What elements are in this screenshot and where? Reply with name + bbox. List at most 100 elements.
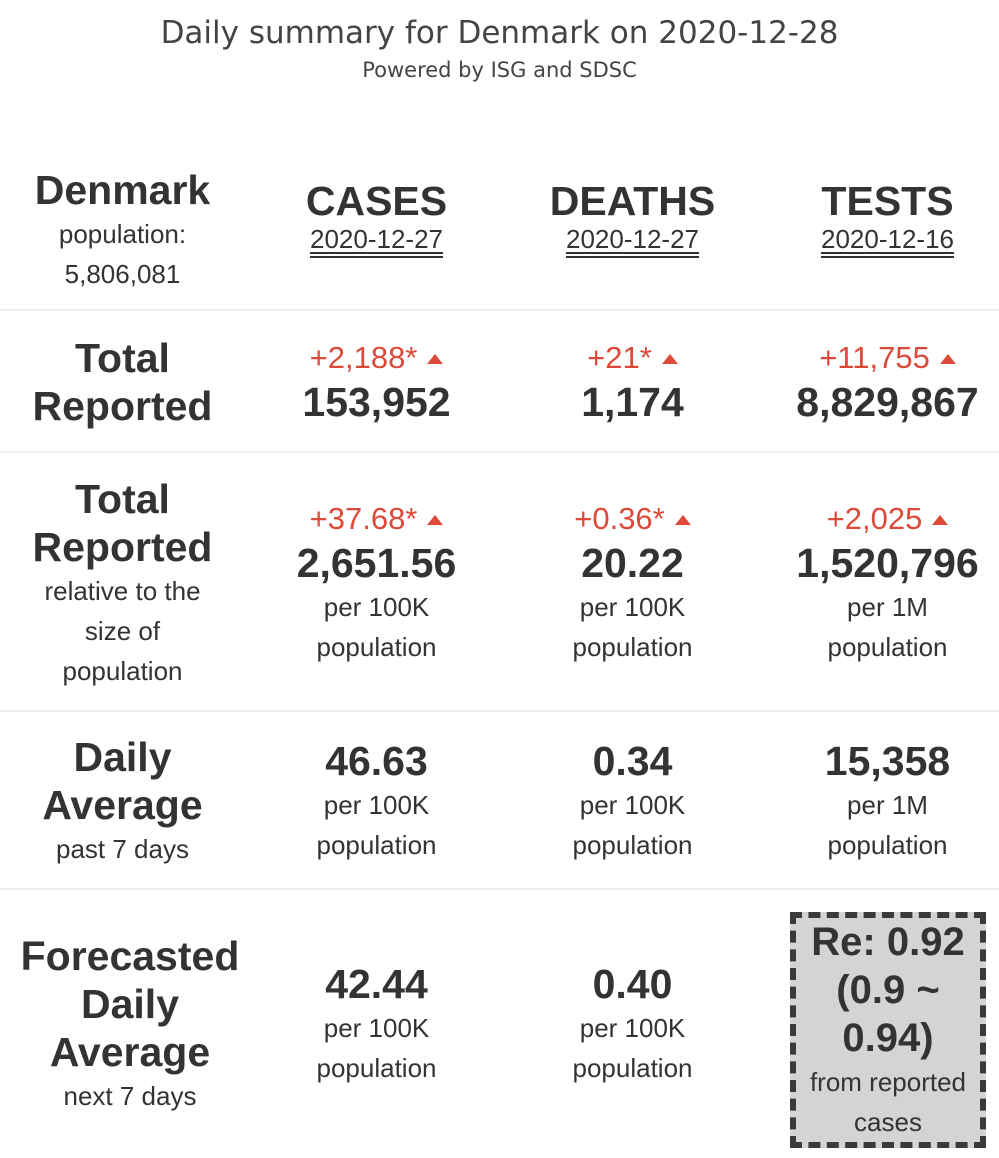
unit-label: population [827,830,948,860]
unit-label: per 100K [579,592,686,622]
cases-average-cell: 46.63 per 100K population [249,712,504,890]
re-range: (0.9 ~ [836,968,940,1012]
column-deaths-header: DEATHS 2020-12-27 [505,150,760,310]
column-header-row: Denmark population: 5,806,081 CASES 2020… [0,150,999,310]
delta-text: +37.68* [309,501,418,536]
column-title: TESTS [821,178,954,224]
deaths-average-cell: 0.34 per 100K population [505,712,760,890]
unit-label: per 100K [323,790,430,820]
deaths-forecast-cell: 0.40 per 100K population [505,890,760,1158]
forecast-value: 42.44 [325,961,428,1007]
relative-value: 2,651.56 [296,540,457,586]
forecast-value: 0.40 [592,961,673,1007]
re-value: Re: 0.92 [811,920,965,964]
page-title: Daily summary for Denmark on 2020-12-28 [160,15,839,51]
relative-row: Total Reported relative to the size of p… [0,451,999,712]
delta-text: +2,025 [826,501,923,536]
column-date: 2020-12-27 [566,224,699,254]
row-label-line: Reported [32,383,213,429]
row-label-line: Daily [73,734,172,780]
tests-relative-cell: +2,025 1,520,796 per 1M population [760,453,999,712]
column-date: 2020-12-27 [310,224,443,254]
delta-value: +0.36* [574,499,691,539]
unit-label: per 100K [579,790,686,820]
unit-label: per 100K [323,1013,430,1043]
average-value: 0.34 [592,738,673,784]
unit-label: per 1M [847,790,928,820]
delta-value: +2,188* [310,338,444,378]
forecast-row: Forecasted Daily Average next 7 days 42.… [0,888,999,1158]
row-label: Total Reported [0,311,245,453]
delta-text: +21* [587,340,652,375]
row-label-sub: population [62,655,183,686]
relative-value: 20.22 [581,540,684,586]
column-tests-header: TESTS 2020-12-16 [760,150,999,310]
up-triangle-icon [932,515,949,525]
unit-label: per 1M [847,592,928,622]
row-label-sub: next 7 days [63,1081,197,1111]
re-note: cases [854,1107,922,1137]
up-triangle-icon [939,354,956,364]
column-cases-header: CASES 2020-12-27 [249,150,504,310]
unit-label: population [572,1053,693,1083]
column-title: CASES [305,178,448,224]
row-label-sub: past 7 days [56,834,189,864]
delta-value: +21* [587,338,678,378]
relative-value: 1,520,796 [796,540,979,586]
up-triangle-icon [427,515,444,525]
cases-relative-cell: +37.68* 2,651.56 per 100K population [249,453,504,712]
row-label-line: Total [75,475,170,522]
row-label: Daily Average past 7 days [0,712,245,890]
delta-text: +2,188* [309,340,418,375]
column-title: DEATHS [549,178,716,224]
up-triangle-icon [674,515,691,525]
row-label-line: Forecasted [20,933,240,979]
unit-label: per 100K [579,1013,686,1043]
total-value: 153,952 [302,379,451,425]
unit-label: per 100K [323,592,430,622]
row-label: Total Reported relative to the size of p… [0,453,245,712]
row-label-line: Average [42,782,203,828]
delta-text: +0.36* [574,501,665,536]
column-date: 2020-12-16 [821,224,954,254]
tests-average-cell: 15,358 per 1M population [760,712,999,890]
row-label-line: Daily [81,981,179,1027]
average-value: 15,358 [824,738,951,784]
delta-value: +2,025 [827,499,949,539]
up-triangle-icon [661,354,678,364]
page-subtitle: Powered by ISG and SDSC [362,58,637,82]
unit-label: population [316,632,437,662]
re-estimate-box: Re: 0.92 (0.9 ~ 0.94) from reported case… [790,912,986,1148]
daily-average-row: Daily Average past 7 days 46.63 per 100K… [0,710,999,890]
unit-label: population [827,632,948,662]
unit-label: population [572,632,693,662]
population-label: population: [58,219,187,249]
cases-forecast-cell: 42.44 per 100K population [249,890,504,1158]
average-value: 46.63 [325,738,428,784]
row-label-line: Average [49,1029,211,1075]
row-label-sub: relative to the [44,575,201,606]
country-info: Denmark population: 5,806,081 [0,150,245,310]
up-triangle-icon [427,354,444,364]
re-range: 0.94) [842,1016,934,1060]
country-name: Denmark [34,167,211,213]
row-label-line: Reported [32,523,213,570]
total-value: 1,174 [581,379,684,425]
unit-label: population [572,830,693,860]
unit-label: population [316,830,437,860]
cases-total-cell: +2,188* 153,952 [249,311,504,453]
population-value: 5,806,081 [64,259,181,289]
re-note: from reported [809,1067,967,1097]
delta-text: +11,755 [819,340,930,375]
row-label-line: Total [75,335,170,381]
delta-value: +11,755 [819,338,956,378]
deaths-total-cell: +21* 1,174 [505,311,760,453]
tests-total-cell: +11,755 8,829,867 [760,311,999,453]
delta-value: +37.68* [310,499,444,539]
row-label-sub: size of [84,615,161,646]
deaths-relative-cell: +0.36* 20.22 per 100K population [505,453,760,712]
total-value: 8,829,867 [796,379,979,425]
total-reported-row: Total Reported +2,188* 153,952 +21* 1,17… [0,309,999,453]
unit-label: population [316,1053,437,1083]
row-label: Forecasted Daily Average next 7 days [0,890,260,1158]
